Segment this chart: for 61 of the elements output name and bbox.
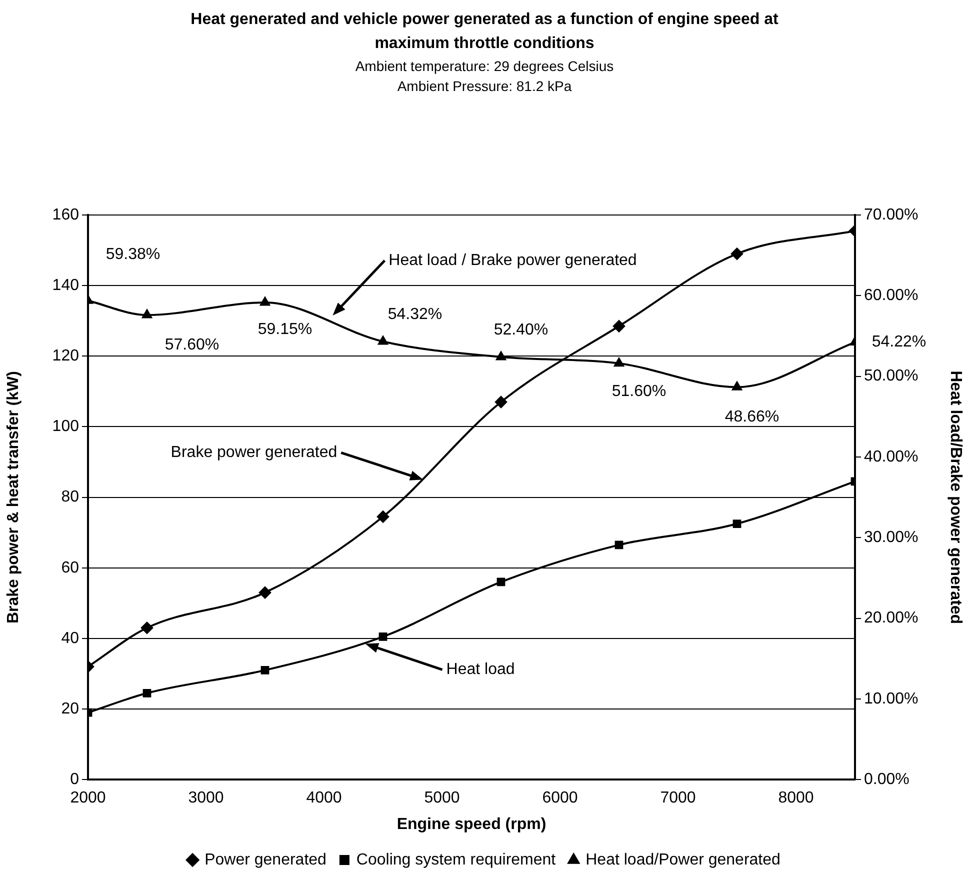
point <box>732 382 742 390</box>
y-tick-label: 80 <box>61 488 80 506</box>
y-tick-label: 60 <box>61 559 80 576</box>
data-label: 52.40% <box>494 321 548 338</box>
data-label: 48.66% <box>724 408 780 426</box>
y2-axis-title: Heat load/Brake power generated <box>946 370 964 624</box>
point <box>731 248 743 260</box>
point <box>378 336 388 345</box>
y-tick-label: 20 <box>61 700 80 718</box>
point <box>142 688 152 698</box>
legend-label: Heat load/Power generated <box>586 851 780 868</box>
y2-tick-label: 50.00% <box>864 368 918 385</box>
y2-tick-label: 60.00% <box>864 287 918 304</box>
legend-label: Cooling system requirement <box>356 851 556 868</box>
y-tick-label: 120 <box>52 348 80 365</box>
point <box>496 351 506 360</box>
x-axis-title: Engine speed (rpm) <box>396 816 546 833</box>
point <box>495 396 507 408</box>
data-label: 57.60% <box>164 336 220 354</box>
y2-tick-label: 40.00% <box>864 448 918 466</box>
annotation: Brake power generated <box>170 444 338 462</box>
y-tick-label: 160 <box>52 206 80 224</box>
legend-label: Power generated <box>204 851 326 868</box>
y-tick-label: 0 <box>70 771 80 788</box>
point <box>259 586 271 599</box>
point <box>378 632 388 641</box>
data-label: 59.38% <box>106 246 160 264</box>
y-tick-label: 100 <box>52 418 80 436</box>
x-tick-label: 2000 <box>70 790 106 807</box>
annotation: Heat load <box>446 661 515 678</box>
point <box>614 358 624 367</box>
point <box>732 520 742 528</box>
point <box>496 578 506 586</box>
x-tick-label: 4000 <box>306 790 342 807</box>
y-tick-label: 140 <box>52 276 80 294</box>
y-tick-label: 40 <box>61 630 80 647</box>
x-tick-label: 3000 <box>188 790 224 807</box>
chart-subtitle: Ambient temperature: 29 degrees Celsius Ambient Pressure: 81.2 kPa <box>354 57 615 96</box>
point <box>260 297 270 306</box>
point <box>141 622 153 634</box>
y2-tick-label: 70.00% <box>864 206 918 224</box>
x-tick-label: 7000 <box>660 790 696 807</box>
annotation: Heat load / Brake power generated <box>388 252 637 269</box>
data-label: 59.15% <box>258 320 312 338</box>
y-axis-title: Brake power & heat transfer (kW) <box>5 371 22 624</box>
y2-tick-label: 0.00% <box>864 771 910 788</box>
point <box>614 540 624 550</box>
point <box>260 666 270 674</box>
point <box>142 310 152 318</box>
x-tick-label: 5000 <box>424 790 460 807</box>
x-tick-label: 8000 <box>778 790 814 807</box>
x-tick-label: 6000 <box>542 790 578 807</box>
y2-tick-label: 10.00% <box>864 690 918 708</box>
data-label: 54.22% <box>872 334 926 351</box>
y2-tick-label: 20.00% <box>864 610 918 627</box>
data-label: 54.32% <box>388 306 442 323</box>
chart-title: Heat generated and vehicle power generated as a function of engine speed at maximum throttle conditions <box>190 10 780 54</box>
point <box>377 510 389 523</box>
point <box>613 320 625 332</box>
y2-tick-label: 30.00% <box>864 529 918 546</box>
data-label: 51.60% <box>612 382 666 400</box>
